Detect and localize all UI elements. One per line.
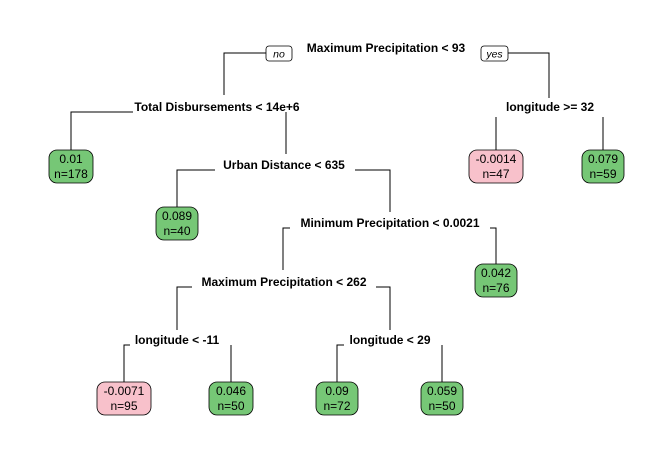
edge-s5-right [490,227,497,264]
leaf-count: n=50 [217,399,244,413]
split-label-urban-distance: Urban Distance < 635 [223,158,345,172]
leaf-count: n=50 [428,399,455,413]
leaf-0.059: 0.059 n=50 [420,381,464,416]
leaf-value: 0.059 [427,384,457,398]
leaf-value: 0.089 [162,209,192,223]
edge-s2-left [70,111,133,150]
no-branch-tag: no [265,45,293,62]
leaf-0.01: 0.01 n=178 [48,149,94,184]
leaf-0.079: 0.079 n=59 [581,149,625,184]
leaf-count: n=59 [589,167,616,181]
leaf-0.089: 0.089 n=40 [155,206,199,241]
leaf-value: -0.0071 [104,384,145,398]
leaf-count: n=95 [110,399,137,413]
leaf-0.046: 0.046 n=50 [208,381,254,416]
leaf-count: n=40 [163,224,190,238]
split-label-total-disbursements: Total Disbursements < 14e+6 [134,100,300,114]
edge-s4-left [176,169,215,207]
leaf-count: n=47 [482,167,509,181]
leaf-0.042: 0.042 n=76 [474,263,518,298]
leaf-value: 0.01 [59,152,83,166]
edge-s6-right [376,286,391,330]
split-label-min-precip: Minimum Precipitation < 0.0021 [300,216,479,230]
split-label-max-precip-93: Maximum Precipitation < 93 [307,41,466,55]
split-label-max-precip-262: Maximum Precipitation < 262 [201,275,366,289]
leaf-value: 0.079 [588,152,618,166]
leaf-value: 0.042 [481,266,511,280]
edge-s4-right [355,169,391,212]
leaf-value: 0.09 [325,384,349,398]
leaf-count: n=72 [323,399,350,413]
edge-s7-left [123,344,130,382]
split-label-longitude-lt-29: longitude < 29 [349,333,430,347]
leaf-0.09: 0.09 n=72 [315,381,359,416]
leaf-count: n=178 [54,167,88,181]
leaf-value: 0.046 [216,384,246,398]
yes-label: yes [485,49,503,61]
edge-s5-left [282,227,290,270]
edge-root-yes [508,52,550,98]
split-label-longitude-ge-32: longitude >= 32 [506,100,594,114]
leaf-value: -0.0014 [476,152,517,166]
edge-root-no [223,52,266,95]
edge-s8-left [336,344,344,382]
leaf-neg0.0071: -0.0071 n=95 [96,381,152,416]
edge-s6-left [176,286,192,330]
no-label: no [273,49,285,61]
tree-edges [70,52,604,382]
split-label-longitude-lt-neg11: longitude < -11 [135,333,220,347]
leaf-neg0.0014: -0.0014 n=47 [468,149,524,184]
split-labels: Maximum Precipitation < 93 Total Disburs… [134,41,594,347]
leaf-count: n=76 [482,281,509,295]
yes-branch-tag: yes [480,45,509,62]
